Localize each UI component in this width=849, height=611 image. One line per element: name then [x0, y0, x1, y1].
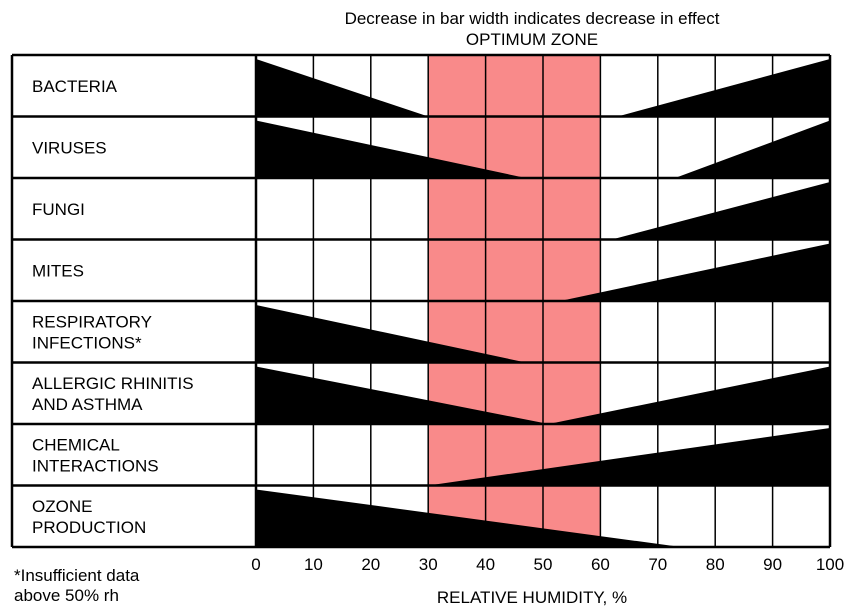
footnote: *Insufficient data above 50% rh: [14, 566, 140, 605]
row-label-line: OZONE: [32, 497, 92, 516]
row-label-line: RESPIRATORY: [32, 312, 152, 331]
effect-bar-allergic-rhinitis-and-asthma-2: [548, 366, 830, 424]
row-label-line: VIRUSES: [32, 138, 107, 157]
x-tick-label-0: 0: [251, 555, 260, 574]
effect-bar-viruses-1: [256, 120, 526, 178]
row-label-line: AND ASTHMA: [32, 395, 143, 414]
x-tick-label-50: 50: [534, 555, 553, 574]
row-label-line: INFECTIONS*: [32, 333, 142, 352]
effect-bar-mites-1: [560, 243, 830, 301]
x-tick-label-10: 10: [304, 555, 323, 574]
x-tick-label-30: 30: [419, 555, 438, 574]
row-label-allergic-rhinitis-and-asthma: ALLERGIC RHINITIS AND ASTHMA: [32, 374, 194, 414]
row-label-chemical-interactions: CHEMICAL INTERACTIONS: [32, 435, 159, 475]
row-label-line: BACTERIA: [32, 77, 118, 96]
effect-bar-bacteria-1: [256, 59, 429, 117]
row-label-line: ALLERGIC RHINITIS: [32, 374, 194, 393]
x-tick-label-100: 100: [816, 555, 844, 574]
x-tick-label-90: 90: [763, 555, 782, 574]
row-label-bacteria: BACTERIA: [32, 77, 118, 96]
x-tick-label-80: 80: [706, 555, 725, 574]
effect-bar-fungi-1: [611, 182, 830, 240]
chart-title: Decrease in bar width indicates decrease…: [345, 9, 720, 28]
row-label-line: MITES: [32, 261, 84, 280]
x-tick-label-70: 70: [648, 555, 667, 574]
row-label-fungi: FUNGI: [32, 200, 85, 219]
effect-bar-chemical-interactions-1: [428, 428, 830, 486]
row-label-line: CHEMICAL: [32, 435, 120, 454]
effect-bar-viruses-2: [675, 120, 830, 178]
row-label-viruses: VIRUSES: [32, 138, 107, 157]
row-label-line: FUNGI: [32, 200, 85, 219]
row-label-respiratory-infections: RESPIRATORY INFECTIONS*: [32, 312, 152, 352]
effect-bar-ozone-production-1: [256, 489, 681, 547]
effect-bar-respiratory-infections-1: [256, 305, 526, 363]
row-label-line: PRODUCTION: [32, 518, 146, 537]
effect-bar-allergic-rhinitis-and-asthma-1: [256, 366, 549, 424]
row-label-line: INTERACTIONS: [32, 456, 159, 475]
optimum-zone-label: OPTIMUM ZONE: [466, 30, 598, 49]
x-axis-label: RELATIVE HUMIDITY, %: [437, 588, 627, 607]
x-tick-label-60: 60: [591, 555, 610, 574]
x-tick-label-40: 40: [476, 555, 495, 574]
row-label-mites: MITES: [32, 261, 84, 280]
row-label-ozone-production: OZONE PRODUCTION: [32, 497, 146, 537]
x-tick-label-20: 20: [361, 555, 380, 574]
effect-bar-bacteria-2: [617, 59, 830, 117]
